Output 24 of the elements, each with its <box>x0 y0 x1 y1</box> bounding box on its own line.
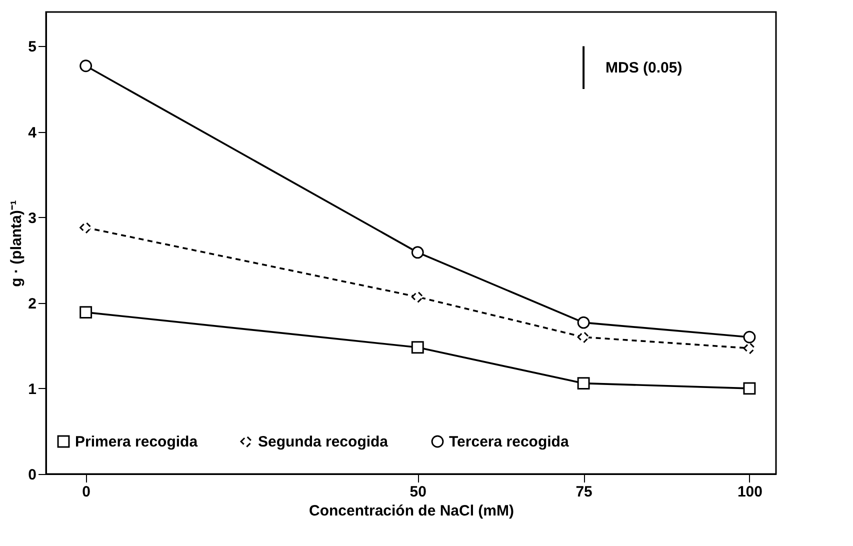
point <box>411 341 424 354</box>
x-tick-label: 100 <box>737 484 762 500</box>
point <box>80 60 92 72</box>
legend-label: Segunda recogida <box>258 434 389 451</box>
annotation: MDS (0.05) <box>606 60 682 77</box>
point <box>80 306 92 319</box>
legend-label: Primera recogida <box>75 434 198 451</box>
y-tick-label: 0 <box>28 466 36 484</box>
x-tick-label: 0 <box>82 484 90 500</box>
y-tick-label: 4 <box>28 124 38 142</box>
x-tick-label: 75 <box>576 484 592 500</box>
y-axis-title: g · (planta)⁻¹ <box>8 200 26 287</box>
point <box>411 246 424 259</box>
x-axis-title: Concentración de NaCl (mM) <box>308 502 514 520</box>
legend-label: Tercera recogida <box>449 434 570 451</box>
point <box>577 377 590 390</box>
point <box>743 330 756 344</box>
y-tick-label: 1 <box>28 380 36 398</box>
y-tick-label: 2 <box>28 295 36 312</box>
y-tick-label: 3 <box>28 210 36 227</box>
point <box>743 382 756 395</box>
y-tick-label: 5 <box>28 38 36 56</box>
x-tick-label: 50 <box>410 484 426 500</box>
point <box>577 316 590 329</box>
